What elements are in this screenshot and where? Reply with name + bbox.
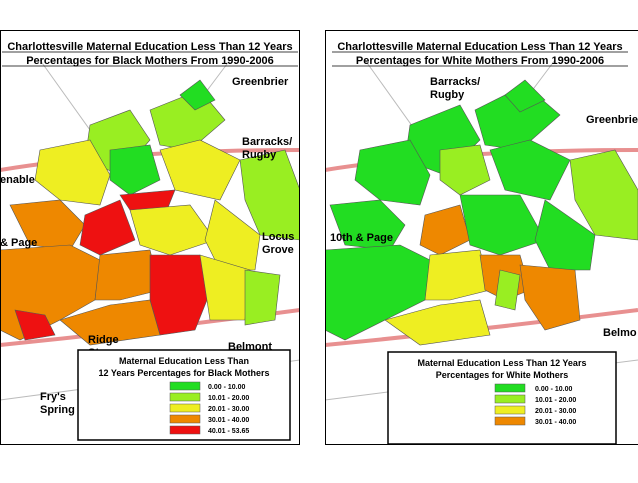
legend-label: 20.01 - 30.00 [535, 408, 576, 415]
place-label: Belmo [603, 327, 637, 339]
legend-swatch [170, 393, 200, 401]
legend-label: 0.00 - 10.00 [535, 386, 572, 393]
map-title: Charlottesville Maternal Education Less … [7, 41, 292, 53]
legend-swatch [170, 382, 200, 390]
legend-swatch [495, 417, 525, 425]
legend-swatch [170, 426, 200, 434]
place-label: Barracks/ [430, 76, 480, 88]
legend-label: 30.01 - 40.00 [208, 417, 249, 424]
map-title: Percentages for Black Mothers From 1990-… [26, 55, 274, 67]
place-label: Rugby [242, 149, 277, 161]
legend-title: Maternal Education Less Than [119, 356, 249, 366]
legend-title: Maternal Education Less Than 12 Years [418, 358, 587, 368]
legend-title: 12 Years Percentages for Black Mothers [99, 368, 270, 378]
place-label: Ridge [88, 334, 119, 346]
legend-label: 0.00 - 10.00 [208, 384, 245, 391]
legend-label: 20.01 - 30.00 [208, 406, 249, 413]
map-title: Charlottesville Maternal Education Less … [337, 41, 622, 53]
place-label: Locus [262, 231, 294, 243]
place-label: Barracks/ [242, 136, 292, 148]
place-label: Rugby [430, 89, 465, 101]
legend-label: 10.01 - 20.00 [535, 397, 576, 404]
place-label: Greenbrier [232, 76, 289, 88]
place-label: Spring [40, 404, 75, 416]
legend-swatch [495, 406, 525, 414]
legend-label: 40.01 - 53.65 [208, 428, 249, 435]
place-label: Fry's [40, 391, 66, 403]
map-title: Percentages for White Mothers From 1990-… [356, 55, 604, 67]
legend-swatch [170, 404, 200, 412]
legend-swatch [495, 395, 525, 403]
place-label: Greenbrie [586, 114, 638, 126]
legend-label: 30.01 - 40.00 [535, 419, 576, 426]
place-label: enable [0, 174, 35, 186]
legend-swatch [170, 415, 200, 423]
legend-title: Percentages for White Mothers [436, 370, 569, 380]
place-label: Grove [262, 244, 294, 256]
place-label: & Page [0, 237, 37, 249]
legend-label: 10.01 - 20.00 [208, 395, 249, 402]
place-label: 10th & Page [330, 232, 393, 244]
legend-swatch [495, 384, 525, 392]
